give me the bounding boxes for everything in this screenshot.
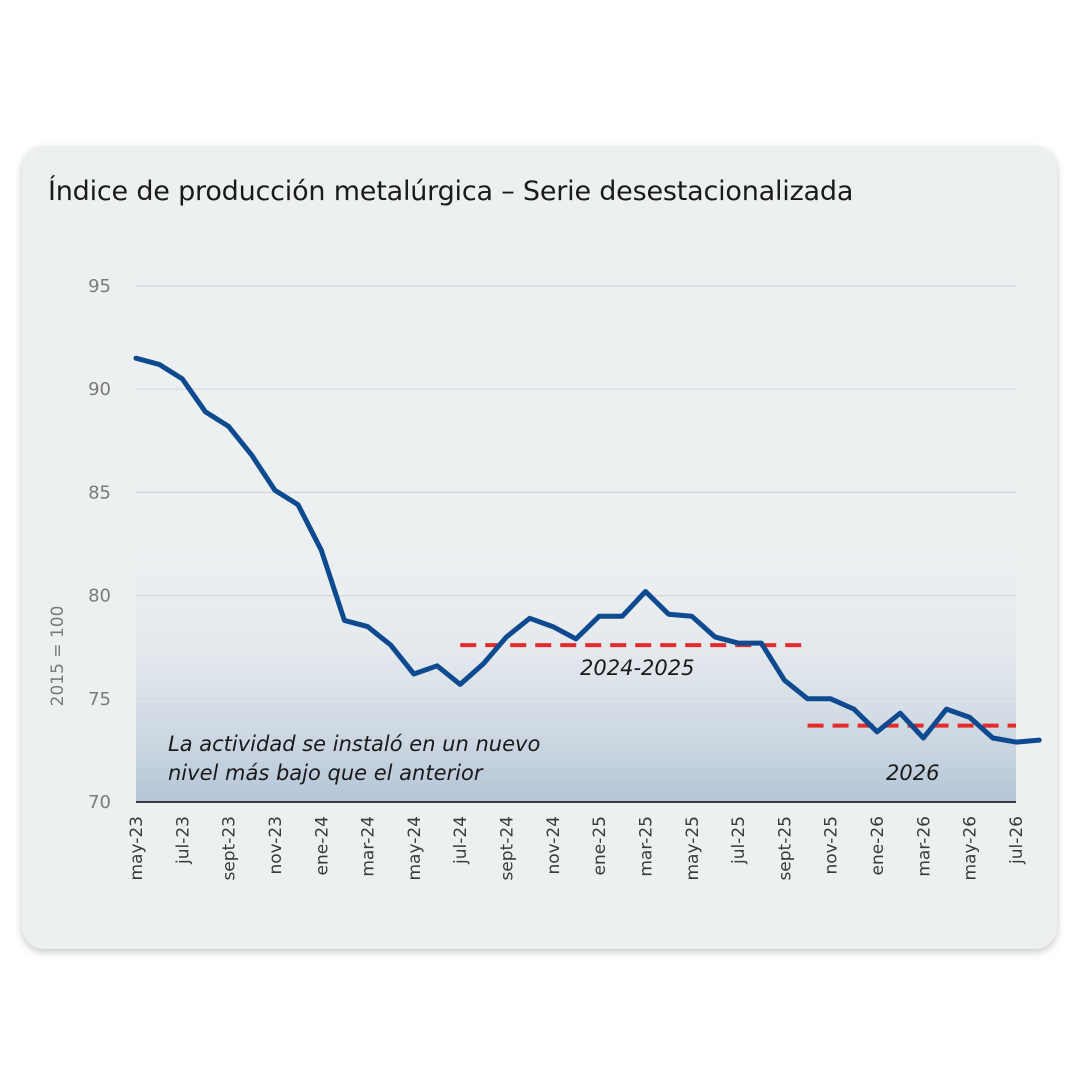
x-tick-label: may-23: [127, 816, 147, 881]
x-tick-label: ene-24: [312, 816, 332, 875]
x-tick-label: mar-25: [636, 816, 656, 877]
x-tick-label: jul-25: [729, 816, 749, 865]
x-tick-labels: may-23 jul-23 sept-23 nov-23 ene-24 mar-24 may…: [127, 816, 1027, 881]
y-tick-label: 85: [88, 482, 111, 503]
annotation-line-2: nivel más bajo que el anterior: [168, 761, 484, 785]
x-tick-label: nov-24: [544, 816, 564, 875]
chart-title: Índice de producción metalúrgica – Serie…: [48, 176, 854, 207]
x-tick-label: sept-23: [220, 816, 240, 881]
x-tick-label: sept-25: [775, 816, 795, 881]
x-tick-label: nov-23: [266, 816, 286, 875]
x-tick-label: ene-25: [590, 816, 610, 875]
x-tick-label: jul-24: [451, 816, 471, 865]
x-tick-label: nov-25: [822, 816, 842, 875]
reference-label-2026: 2026: [886, 761, 939, 785]
x-tick-label: may-25: [683, 816, 703, 881]
y-tick-labels: 70 75 80 85 90 95: [88, 276, 111, 813]
reference-label-2024-2025: 2024-2025: [580, 656, 694, 680]
y-tick-label: 70: [88, 792, 111, 813]
x-tick-label: may-26: [961, 816, 981, 881]
y-tick-label: 75: [88, 689, 111, 710]
annotation-line-1: La actividad se instaló en un nuevo: [168, 732, 540, 756]
plot-shade: [136, 516, 1016, 802]
x-tick-label: ene-26: [868, 816, 888, 875]
x-tick-label: mar-26: [914, 816, 934, 877]
series-line: [133, 355, 1042, 745]
y-tick-label: 80: [88, 586, 111, 607]
x-tick-label: sept-24: [498, 816, 518, 881]
y-tick-label: 90: [88, 379, 111, 400]
x-tick-label: jul-23: [173, 816, 193, 865]
x-tick-label: may-24: [405, 816, 425, 881]
line-chart: 70 75 80 85 90 95 may-23 jul-23 sept-23 nov-23 en…: [48, 276, 1042, 881]
chart-card: Índice de producción metalúrgica – Serie…: [22, 146, 1057, 949]
x-tick-label: mar-24: [359, 816, 379, 877]
x-tick-label: jul-26: [1007, 816, 1027, 865]
y-axis-label: 2015 = 100: [48, 606, 68, 707]
y-tick-label: 95: [88, 276, 111, 297]
